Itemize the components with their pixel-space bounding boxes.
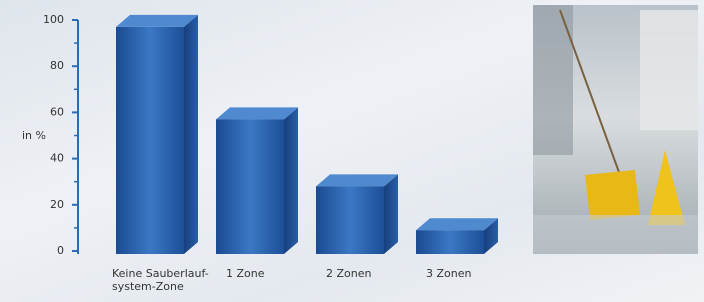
bar xyxy=(316,186,384,254)
chart: in % 0 20 40 60 80 100 xyxy=(0,0,704,302)
bar-side xyxy=(184,15,198,254)
y-tick-label: 0 xyxy=(57,244,64,257)
y-tick-label: 20 xyxy=(50,198,64,211)
bar-side xyxy=(284,107,298,254)
bar xyxy=(416,230,484,254)
photo xyxy=(533,5,698,254)
y-tick-label: 100 xyxy=(43,13,64,26)
x-tick-label: Keine Sauberlauf- system-Zone xyxy=(112,267,209,293)
bar-top xyxy=(216,107,298,119)
y-axis-label: in % xyxy=(22,129,46,142)
bar-side xyxy=(384,174,398,254)
bar-top xyxy=(316,174,398,186)
bar-top xyxy=(116,15,198,27)
bar xyxy=(116,27,184,254)
x-tick-label: 1 Zone xyxy=(226,267,265,280)
bar-top xyxy=(416,218,498,230)
y-tick-label: 40 xyxy=(50,152,64,165)
x-tick-label: 3 Zonen xyxy=(426,267,471,280)
x-tick-label: 2 Zonen xyxy=(326,267,371,280)
y-tick-label: 80 xyxy=(50,59,64,72)
y-tick-label: 60 xyxy=(50,105,64,118)
page: in % 0 20 40 60 80 100 Keine Sauberlauf- syst… xyxy=(0,0,704,302)
bar xyxy=(216,119,284,254)
